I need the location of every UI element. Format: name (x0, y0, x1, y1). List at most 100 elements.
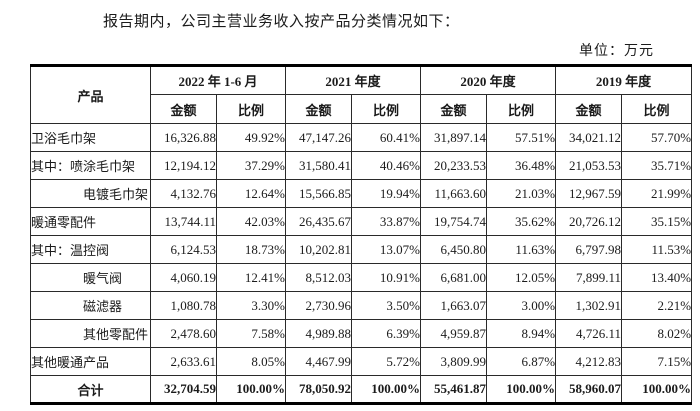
ratio-cell: 40.46% (350, 151, 422, 180)
col-header-amount: 金额 (150, 94, 217, 124)
product-label: 其他零配件 (30, 319, 151, 348)
ratio-cell: 6.87% (486, 347, 557, 376)
amount-cell: 2,478.60 (150, 319, 217, 348)
product-label: 电镀毛巾架 (30, 179, 151, 208)
amount-cell: 31,897.14 (420, 123, 488, 152)
ratio-cell: 7.58% (216, 319, 286, 348)
col-header-amount: 金额 (420, 94, 488, 124)
col-header-amount: 金额 (555, 94, 623, 124)
amount-cell: 1,080.78 (150, 291, 217, 320)
total-label: 合计 (30, 375, 151, 404)
ratio-cell: 36.48% (486, 151, 557, 180)
ratio-cell: 8.02% (621, 319, 693, 348)
ratio-cell: 3.00% (486, 291, 557, 320)
ratio-cell: 11.63% (486, 235, 557, 264)
col-header-ratio: 比例 (486, 94, 557, 124)
col-header-amount: 金额 (285, 94, 352, 124)
amount-cell: 6,450.80 (420, 235, 488, 264)
ratio-cell: 21.99% (621, 179, 693, 208)
amount-cell: 2,633.61 (150, 347, 217, 376)
table-row: 其中：喷涂毛巾架 12,194.12 37.29% 31,580.41 40.4… (30, 151, 693, 180)
amount-cell: 15,566.85 (285, 179, 352, 208)
ratio-cell: 8.05% (216, 347, 286, 376)
ratio-cell: 2.21% (621, 291, 693, 320)
ratio-cell: 11.53% (621, 235, 693, 264)
amount-cell: 78,050.92 (285, 375, 352, 404)
amount-cell: 55,461.87 (420, 375, 488, 404)
col-header-ratio: 比例 (350, 94, 422, 124)
ratio-cell: 49.92% (216, 123, 286, 152)
ratio-cell: 3.30% (216, 291, 286, 320)
amount-cell: 13,744.11 (150, 207, 217, 236)
amount-cell: 26,435.67 (285, 207, 352, 236)
ratio-cell: 12.64% (216, 179, 286, 208)
amount-cell: 20,726.12 (555, 207, 623, 236)
amount-cell: 8,512.03 (285, 263, 352, 292)
ratio-cell: 19.94% (350, 179, 422, 208)
col-header-period-2022h1: 2022 年 1-6 月 (150, 65, 286, 95)
amount-cell: 3,809.99 (420, 347, 488, 376)
ratio-cell: 10.91% (350, 263, 422, 292)
amount-cell: 20,233.53 (420, 151, 488, 180)
amount-cell: 6,797.98 (555, 235, 623, 264)
ratio-cell: 6.39% (350, 319, 422, 348)
ratio-cell: 100.00% (216, 375, 286, 404)
ratio-cell: 13.07% (350, 235, 422, 264)
product-label: 磁滤器 (30, 291, 151, 320)
ratio-cell: 35.15% (621, 207, 693, 236)
product-label: 其中：喷涂毛巾架 (30, 151, 151, 180)
amount-cell: 4,132.76 (150, 179, 217, 208)
amount-cell: 11,663.60 (420, 179, 488, 208)
revenue-by-product-table: 产品 2022 年 1-6 月 2021 年度 2020 年度 2019 年度 … (30, 64, 693, 405)
table-row: 其他暖通产品 2,633.61 8.05% 4,467.99 5.72% 3,8… (30, 347, 693, 376)
ratio-cell: 57.51% (486, 123, 557, 152)
ratio-cell: 12.41% (216, 263, 286, 292)
amount-cell: 1,663.07 (420, 291, 488, 320)
ratio-cell: 12.05% (486, 263, 557, 292)
ratio-cell: 42.03% (216, 207, 286, 236)
ratio-cell: 18.73% (216, 235, 286, 264)
product-label: 其中：温控阀 (30, 235, 151, 264)
ratio-cell: 8.94% (486, 319, 557, 348)
table-row: 磁滤器 1,080.78 3.30% 2,730.96 3.50% 1,663.… (30, 291, 693, 320)
intro-text: 报告期内，公司主营业务收入按产品分类情况如下： (103, 14, 460, 30)
amount-cell: 34,021.12 (555, 123, 623, 152)
amount-cell: 6,124.53 (150, 235, 217, 264)
ratio-cell: 100.00% (350, 375, 422, 404)
amount-cell: 2,730.96 (285, 291, 352, 320)
amount-cell: 32,704.59 (150, 375, 217, 404)
col-header-period-2021: 2021 年度 (284, 65, 422, 95)
header-row-periods: 产品 2022 年 1-6 月 2021 年度 2020 年度 2019 年度 (30, 65, 693, 124)
product-label: 其他暖通产品 (30, 347, 151, 376)
table-row-total: 合计 32,704.59 100.00% 78,050.92 100.00% 5… (30, 375, 693, 404)
table-row: 其他零配件 2,478.60 7.58% 4,989.88 6.39% 4,95… (30, 319, 693, 348)
ratio-cell: 57.70% (621, 123, 693, 152)
product-label: 暖通零配件 (30, 207, 151, 236)
col-header-product: 产品 (30, 65, 151, 124)
ratio-cell: 21.03% (486, 179, 557, 208)
header-row-measures: 金额 比例 金额 比例 金额 比例 金额 比例 (31, 94, 693, 124)
amount-cell: 7,899.11 (555, 263, 623, 292)
amount-cell: 19,754.74 (420, 207, 488, 236)
col-header-ratio: 比例 (216, 94, 286, 124)
table-row: 卫浴毛巾架 16,326.88 49.92% 47,147.26 60.41% … (30, 123, 693, 152)
amount-cell: 4,989.88 (285, 319, 352, 348)
amount-cell: 4,212.83 (555, 347, 623, 376)
ratio-cell: 100.00% (486, 375, 557, 404)
amount-cell: 21,053.53 (555, 151, 623, 180)
ratio-cell: 35.71% (621, 151, 693, 180)
table-row: 暖通零配件 13,744.11 42.03% 26,435.67 33.87% … (30, 207, 693, 236)
unit-label: 单位：万元 (579, 44, 654, 59)
amount-cell: 4,467.99 (285, 347, 352, 376)
amount-cell: 6,681.00 (420, 263, 488, 292)
ratio-cell: 33.87% (350, 207, 422, 236)
col-header-ratio: 比例 (621, 94, 693, 124)
ratio-cell: 13.40% (621, 263, 693, 292)
ratio-cell: 37.29% (216, 151, 286, 180)
amount-cell: 16,326.88 (150, 123, 217, 152)
amount-cell: 12,194.12 (150, 151, 217, 180)
ratio-cell: 3.50% (350, 291, 422, 320)
ratio-cell: 60.41% (350, 123, 422, 152)
table-row: 电镀毛巾架 4,132.76 12.64% 15,566.85 19.94% 1… (30, 179, 693, 208)
